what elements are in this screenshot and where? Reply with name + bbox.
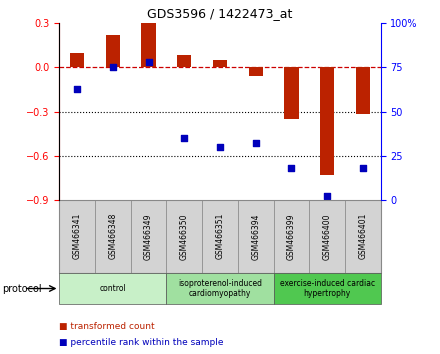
Bar xyxy=(213,60,227,67)
Text: GSM466341: GSM466341 xyxy=(73,213,82,259)
Text: GSM466351: GSM466351 xyxy=(216,213,224,259)
Point xyxy=(110,64,117,70)
Point xyxy=(181,135,188,141)
Text: GSM466394: GSM466394 xyxy=(251,213,260,259)
Point xyxy=(359,165,366,171)
Text: GSM466400: GSM466400 xyxy=(323,213,332,259)
Title: GDS3596 / 1422473_at: GDS3596 / 1422473_at xyxy=(147,7,293,21)
Bar xyxy=(274,200,309,273)
Bar xyxy=(59,200,95,273)
Text: GSM466349: GSM466349 xyxy=(144,213,153,259)
Text: control: control xyxy=(99,284,126,293)
Text: exercise-induced cardiac
hypertrophy: exercise-induced cardiac hypertrophy xyxy=(279,279,374,298)
Bar xyxy=(356,67,370,114)
Text: ■ transformed count: ■ transformed count xyxy=(59,322,155,331)
Bar xyxy=(177,56,191,67)
Text: GSM466401: GSM466401 xyxy=(358,213,367,259)
Bar xyxy=(70,52,84,67)
Point xyxy=(252,141,259,146)
Bar xyxy=(142,23,156,67)
Bar xyxy=(95,200,131,273)
Text: ■ percentile rank within the sample: ■ percentile rank within the sample xyxy=(59,338,224,347)
Text: GSM466399: GSM466399 xyxy=(287,213,296,259)
Bar xyxy=(166,273,274,304)
Point xyxy=(216,144,224,150)
Point xyxy=(145,59,152,65)
Bar xyxy=(274,273,381,304)
Bar xyxy=(249,67,263,76)
Bar xyxy=(106,35,120,67)
Text: GSM466350: GSM466350 xyxy=(180,213,189,259)
Bar xyxy=(284,67,298,119)
Point xyxy=(288,165,295,171)
Bar xyxy=(131,200,166,273)
Bar xyxy=(309,200,345,273)
Text: isoproterenol-induced
cardiomyopathy: isoproterenol-induced cardiomyopathy xyxy=(178,279,262,298)
Bar xyxy=(238,200,274,273)
Bar xyxy=(202,200,238,273)
Point xyxy=(323,194,330,199)
Bar xyxy=(345,200,381,273)
Point xyxy=(74,86,81,91)
Bar xyxy=(166,200,202,273)
Bar xyxy=(59,273,166,304)
Text: protocol: protocol xyxy=(2,284,42,293)
Bar xyxy=(320,67,334,175)
Text: GSM466348: GSM466348 xyxy=(108,213,117,259)
